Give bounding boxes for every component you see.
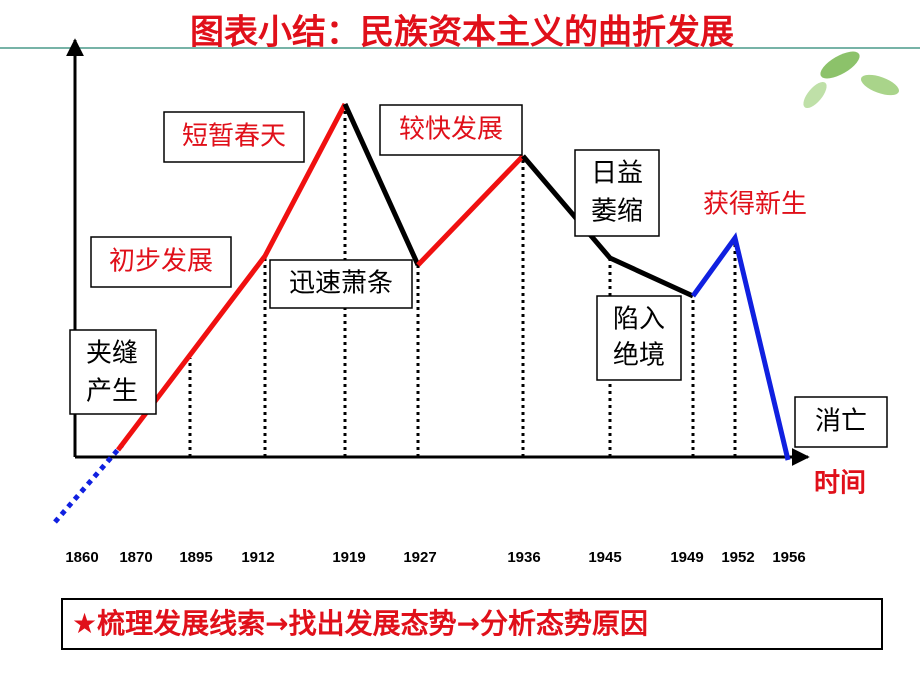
year-labels: 1860 1870 1895 1912 1919 1927 1936 1945 … [65, 549, 805, 566]
stage-label: 短暂春天 [182, 122, 286, 152]
stage-label: 消亡 [815, 407, 867, 437]
stage-box [90, 236, 232, 288]
year-label: 1860 [65, 549, 98, 566]
stage-box [794, 396, 888, 448]
stage-label: 迅速萧条 [289, 269, 393, 299]
trend-red [416, 154, 525, 267]
year-label: 1945 [588, 549, 621, 566]
stage-labels: 夹缝 产生 初步发展 短暂春天 迅速萧条 较快发展 日益 萎缩 陷入 绝境 获得… [69, 104, 888, 448]
stage-label: 绝境 [613, 341, 665, 371]
trend-black [521, 154, 695, 299]
stage-box [596, 295, 682, 381]
stage-box [69, 329, 157, 415]
stage-label: 初步发展 [109, 247, 213, 277]
stage-label: 较快发展 [399, 115, 503, 145]
stage-box [269, 259, 413, 309]
year-label: 1956 [772, 549, 805, 566]
x-axis-label: 时间 [814, 469, 866, 499]
year-label: 1895 [179, 549, 212, 566]
footer-box [61, 598, 883, 650]
stage-label: 夹缝 [86, 339, 138, 369]
stage-label: 陷入 [613, 305, 665, 335]
title: 图表小结：民族资本主义的曲折发展 [190, 13, 734, 53]
stage-box [163, 111, 305, 163]
stage-box [379, 104, 523, 156]
leaf-decoration [803, 51, 899, 109]
year-label: 1949 [670, 549, 703, 566]
stage-box [574, 149, 660, 237]
year-label: 1912 [241, 549, 274, 566]
year-label: 1870 [119, 549, 152, 566]
year-label: 1952 [721, 549, 754, 566]
stage-label: 萎缩 [591, 197, 643, 227]
year-label: 1936 [507, 549, 540, 566]
trend-black [342, 102, 421, 267]
trend-dashed [53, 443, 124, 524]
stage-label: 产生 [86, 377, 138, 407]
year-label: 1927 [403, 549, 436, 566]
trend-red [116, 102, 348, 452]
stage-label: 获得新生 [703, 190, 807, 220]
trend-blue [690, 232, 791, 461]
footer-text: ★梳理发展线索→找出发展态势→分析态势原因 [72, 607, 648, 640]
year-label: 1919 [332, 549, 365, 566]
stage-label: 日益 [591, 159, 643, 189]
